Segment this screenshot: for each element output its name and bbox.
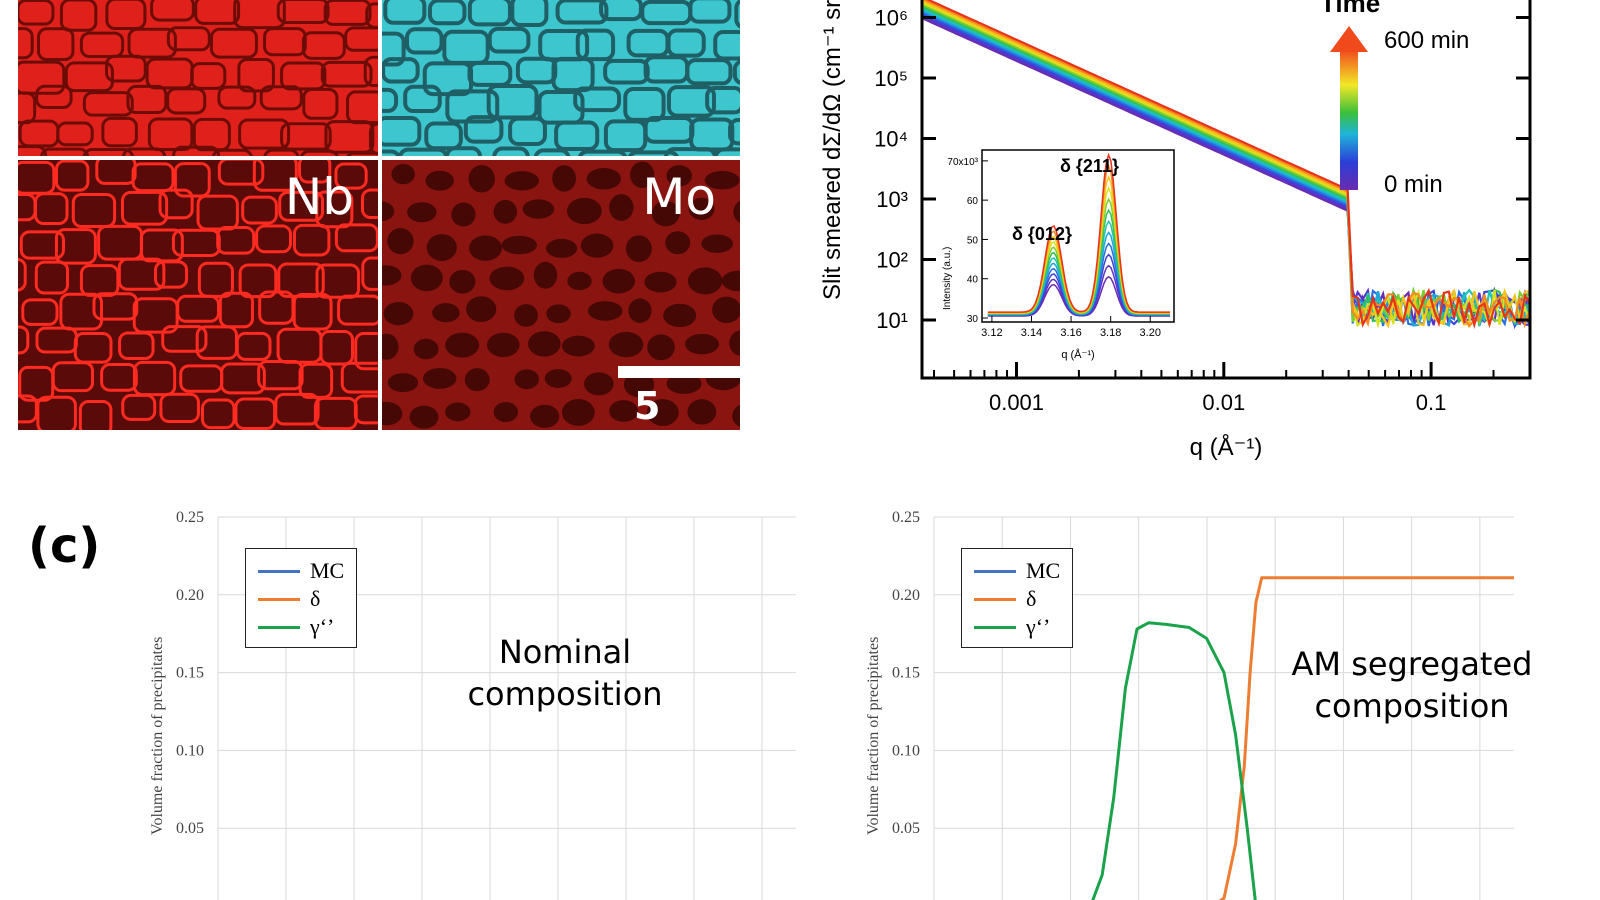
saxs-curve [921, 9, 1531, 327]
eds-map-red [18, 0, 378, 156]
legend-item-mc: MC [974, 557, 1060, 585]
eds-map-cyan [382, 0, 740, 156]
annotation-nominal: Nominal composition [467, 633, 663, 713]
legend-nominal: MC δ γ‘’ [245, 548, 358, 648]
inset-ytick-label: 60 [967, 196, 979, 207]
chart-ylabel: Volume fraction of precipitates [149, 637, 166, 835]
saxs-curve [921, 0, 1532, 329]
inset-ytick-label: 40 [967, 275, 979, 286]
saxs-plot: 10⁶ 10⁵ 10⁴ 10³ 10² 10¹ 0.001 0.01 0.1 Slit smea… [819, 0, 1532, 461]
eds-map-mo: Mo [382, 160, 740, 430]
saxs-ylabel: Slit smeared dΣ/dΩ (cm⁻¹ sr [819, 0, 846, 300]
saxs-ytick-label: 10¹ [876, 308, 908, 333]
saxs-xlabel: q (Å⁻¹) [1190, 433, 1263, 461]
inset-xtick-label: 3.18 [1100, 327, 1121, 339]
saxs-xtick-label: 0.01 [1202, 390, 1245, 415]
scale-bar-label: 5 µm [634, 384, 702, 472]
inset-ytick-label: 30 [967, 314, 979, 325]
inset-peak-012: δ {012} [1012, 224, 1072, 244]
inset-plot: δ {012} δ {211} 70x10³ 60 50 40 303.12 3.14 3.… [942, 149, 1175, 361]
series-line [1218, 576, 1514, 900]
scale-bar [618, 366, 751, 378]
chart-ylabel: Volume fraction of precipitates [865, 637, 882, 835]
inset-xtick-label: 3.12 [981, 327, 1002, 339]
inset-ytick-label: 70x10³ [947, 157, 978, 168]
legend-item-mc: MC [258, 557, 344, 585]
saxs-ticks: 10⁶ 10⁵ 10⁴ 10³ 10² 10¹ 0.001 0.01 0.1 [874, 6, 1530, 415]
saxs-curves [921, 0, 1532, 330]
ytick-label: 0.25 [892, 509, 920, 526]
saxs-curve [921, 3, 1531, 327]
series-line [1091, 621, 1257, 900]
eds-map-nb: Nb [18, 160, 378, 430]
time-min-label: 0 min [1384, 171, 1443, 198]
inset-curve [987, 152, 1170, 313]
saxs-curve [926, 0, 1531, 330]
mo-label: Mo [642, 168, 716, 226]
saxs-curve [921, 0, 1531, 329]
saxs-axes-frame [920, 0, 1532, 380]
saxs-ytick-label: 10⁴ [874, 127, 908, 152]
time-title: Time [1320, 0, 1380, 18]
inset-xtick-label: 3.14 [1021, 327, 1042, 339]
nb-label: Nb [284, 168, 354, 226]
grid [217, 516, 796, 900]
panel-c-label: (c) [28, 518, 101, 574]
volume-fraction-chart-nominal: 0.25 0.20 0.15 0.10 0.05 Volume fraction of p… [149, 509, 796, 900]
saxs-curve [921, 11, 1531, 327]
ytick-label: 0.05 [892, 820, 920, 837]
inset-xlabel: q (Å⁻¹) [1061, 348, 1094, 361]
inset-xtick-label: 3.16 [1060, 327, 1081, 339]
saxs-curve [921, 15, 1531, 329]
time-arrow-head [1330, 26, 1368, 52]
inset-ylabel: Intensity (a.u.) [942, 247, 953, 310]
time-max-label: 600 min [1384, 27, 1469, 54]
saxs-ytick-label: 10⁶ [874, 6, 908, 31]
legend-item-gamma: γ‘’ [258, 613, 344, 641]
ytick-label: 0.20 [176, 587, 204, 604]
saxs-ytick-label: 10³ [876, 187, 908, 212]
ytick-label: 0.05 [176, 820, 204, 837]
ytick-label: 0.15 [892, 665, 920, 682]
annotation-am: AM segregated composition [1291, 645, 1533, 725]
ytick-label: 0.20 [892, 587, 920, 604]
ytick-label: 0.10 [176, 742, 204, 759]
inset-peak-211: δ {211} [1060, 156, 1119, 176]
ytick-label: 0.15 [176, 665, 204, 682]
time-arrow [1340, 50, 1358, 190]
volume-fraction-chart-am: 0.25 0.20 0.15 0.10 0.05 Volume fraction of p… [865, 509, 1514, 900]
legend-item-delta: δ [258, 585, 344, 613]
ytick-label: 0.10 [892, 742, 920, 759]
inset-xtick-label: 3.20 [1140, 327, 1161, 339]
saxs-xtick-label: 0.1 [1416, 390, 1447, 415]
legend-item-gamma: γ‘’ [974, 613, 1060, 641]
inset-ytick-label: 50 [967, 235, 979, 246]
legend-item-delta: δ [974, 585, 1060, 613]
saxs-ytick-label: 10⁵ [874, 66, 908, 91]
saxs-curve [921, 5, 1531, 325]
ytick-label: 0.25 [176, 509, 204, 526]
legend-am: MC δ γ‘’ [961, 548, 1074, 648]
saxs-xtick-label: 0.001 [989, 390, 1044, 415]
saxs-ytick-label: 10² [876, 248, 908, 273]
